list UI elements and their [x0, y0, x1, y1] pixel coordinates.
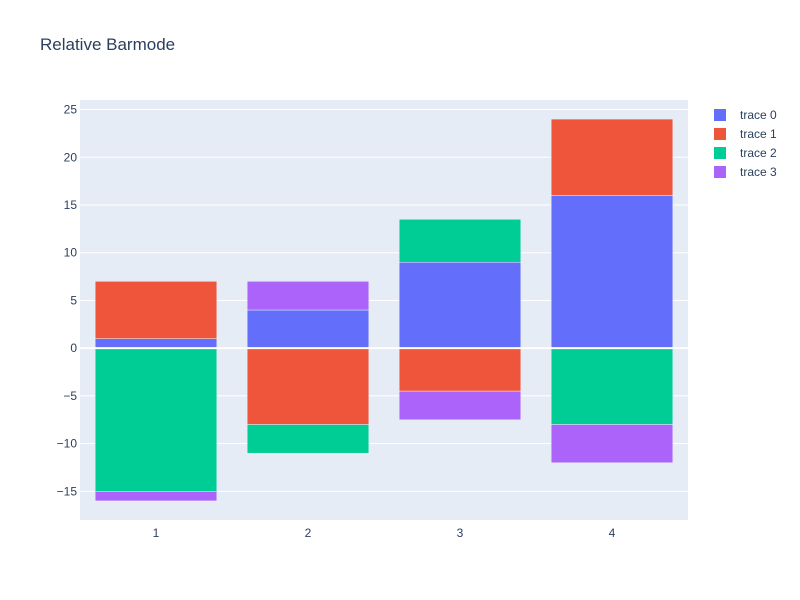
- bar-trace-3-4[interactable]: [550, 424, 674, 463]
- y-tick-label: 10: [64, 246, 78, 260]
- x-tick-label: 3: [457, 526, 464, 540]
- legend-item-trace-1[interactable]: trace 1: [714, 127, 777, 141]
- x-tick-label: 4: [609, 526, 616, 540]
- legend-item-trace-2[interactable]: trace 2: [714, 146, 777, 160]
- x-tick-label: 2: [305, 526, 312, 540]
- legend-label: trace 1: [740, 127, 777, 141]
- bar-trace-2-2[interactable]: [246, 424, 370, 454]
- y-tick-label: 0: [70, 341, 77, 355]
- bar-trace-0-3[interactable]: [398, 262, 522, 349]
- legend-swatch: [714, 166, 726, 178]
- bar-trace-3-2[interactable]: [246, 281, 370, 311]
- bar-trace-0-2[interactable]: [246, 309, 370, 349]
- legend-label: trace 2: [740, 146, 777, 160]
- legend[interactable]: trace 0 trace 1 trace 2 trace 3: [714, 108, 777, 179]
- legend-swatch: [714, 147, 726, 159]
- bar-trace-0-4[interactable]: [550, 195, 674, 349]
- legend-label: trace 3: [740, 165, 777, 179]
- y-tick-label: 15: [64, 198, 78, 212]
- bar-trace-3-1[interactable]: [94, 491, 218, 502]
- legend-item-trace-0[interactable]: trace 0: [714, 108, 777, 122]
- bars: [94, 118, 674, 502]
- bar-trace-2-1[interactable]: [94, 347, 218, 492]
- y-tick-label: −15: [57, 484, 78, 498]
- y-tick-label: 5: [70, 293, 77, 307]
- x-axis-ticks: 1 2 3 4: [153, 526, 616, 540]
- chart-title: Relative Barmode: [40, 35, 175, 54]
- y-tick-label: −10: [57, 437, 78, 451]
- x-tick-label: 1: [153, 526, 160, 540]
- legend-label: trace 0: [740, 108, 777, 122]
- bar-trace-2-3[interactable]: [398, 219, 522, 263]
- y-tick-label: 25: [64, 103, 78, 117]
- legend-swatch: [714, 128, 726, 140]
- legend-swatch: [714, 109, 726, 121]
- bar-trace-1-2[interactable]: [246, 347, 370, 425]
- y-tick-label: 20: [64, 150, 78, 164]
- bar-trace-0-1[interactable]: [94, 338, 218, 349]
- bar-trace-1-4[interactable]: [550, 118, 674, 196]
- legend-item-trace-3[interactable]: trace 3: [714, 165, 777, 179]
- bar-trace-1-1[interactable]: [94, 281, 218, 339]
- bar-trace-2-4[interactable]: [550, 347, 674, 425]
- bar-trace-1-3[interactable]: [398, 347, 522, 392]
- y-tick-label: −5: [63, 389, 77, 403]
- y-axis-ticks: −15 −10 −5 0 5 10 15 20 25: [57, 103, 78, 499]
- bar-trace-3-3[interactable]: [398, 390, 522, 421]
